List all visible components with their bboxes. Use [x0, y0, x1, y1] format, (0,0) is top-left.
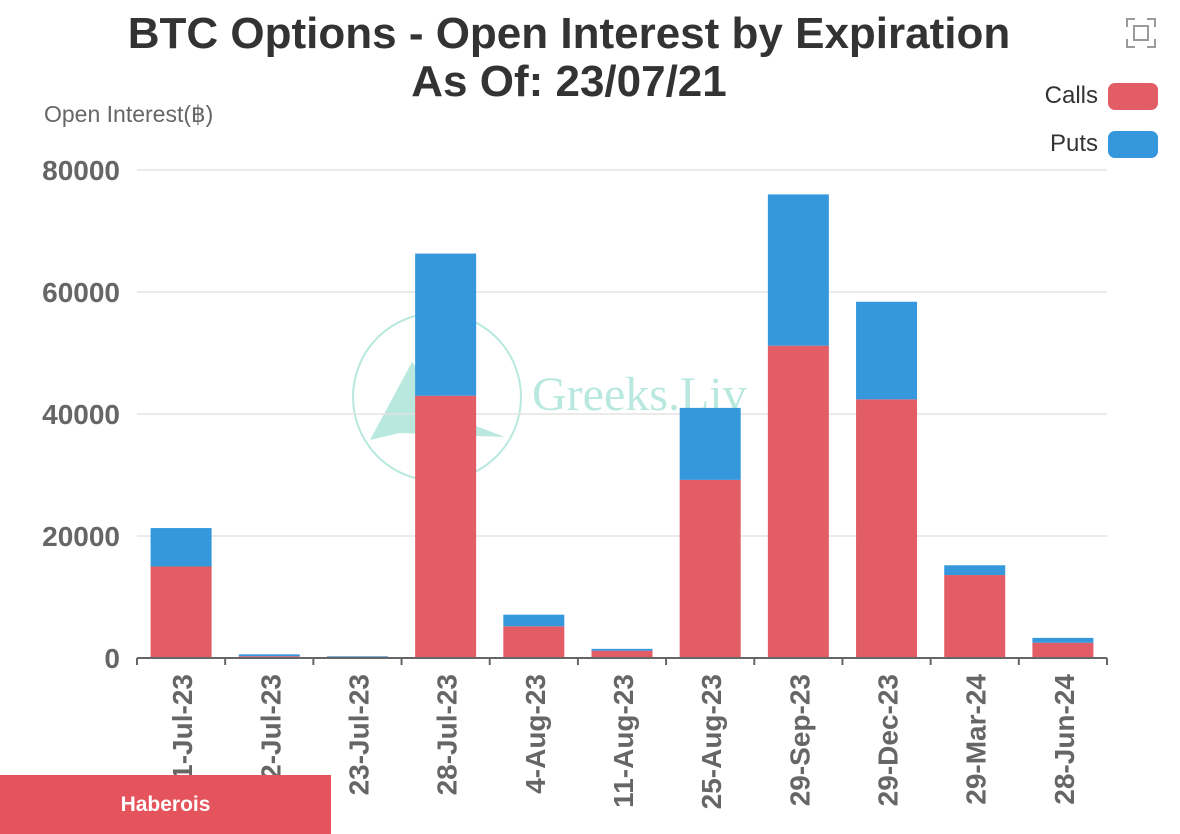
bar-calls-28-jul-23[interactable]: [415, 395, 477, 658]
bar-puts-28-jun-24[interactable]: [1032, 637, 1094, 643]
y-tick-label: 20000: [42, 521, 120, 552]
bar-puts-29-mar-24[interactable]: [944, 565, 1006, 576]
bar-calls-29-sep-23[interactable]: [767, 345, 829, 658]
bar-calls-29-mar-24[interactable]: [944, 575, 1006, 658]
chart-subtitle: As Of: 23/07/21: [411, 57, 727, 106]
fullscreen-icon[interactable]: [1124, 16, 1158, 50]
legend-label-puts: Puts: [1049, 130, 1098, 157]
legend-item-puts[interactable]: Puts: [1050, 130, 1158, 158]
x-tick-label: 25-Aug-23: [696, 674, 727, 809]
bar-calls-11-aug-23[interactable]: [591, 650, 653, 658]
bar-calls-4-aug-23[interactable]: [503, 626, 565, 658]
x-tick-label: 29-Dec-23: [873, 674, 904, 806]
x-tick-label: 29-Sep-23: [784, 674, 815, 806]
y-tick-label: 80000: [42, 155, 120, 186]
bar-puts-29-sep-23[interactable]: [767, 194, 829, 346]
legend-swatch-puts: [1108, 130, 1158, 158]
legend-swatch-calls: [1108, 82, 1158, 110]
chart-title-main: BTC Options - Open Interest by Expiratio…: [127, 9, 1011, 58]
y-tick-label: 0: [104, 643, 120, 674]
x-tick-label: 28-Jun-24: [1049, 674, 1080, 805]
footer-tag-label: Haberois: [120, 792, 211, 816]
bar-puts-28-jul-23[interactable]: [415, 253, 477, 396]
x-tick-label: 28-Jul-23: [432, 674, 463, 795]
bar-puts-29-dec-23[interactable]: [856, 301, 918, 400]
bar-calls-21-jul-23[interactable]: [150, 566, 212, 659]
chart-title: BTC Options - Open Interest by Expiratio…: [0, 10, 1138, 106]
y-tick-label: 60000: [42, 277, 120, 308]
legend-label-calls: Calls: [1044, 82, 1098, 109]
footer-tag: Haberois: [0, 775, 331, 834]
bar-puts-21-jul-23[interactable]: [150, 528, 212, 567]
y-axis-label: Open Interest(฿): [44, 101, 214, 127]
bar-puts-25-aug-23[interactable]: [679, 407, 741, 480]
bar-puts-11-aug-23[interactable]: [591, 648, 653, 651]
x-tick-label: 29-Mar-24: [961, 674, 992, 805]
x-tick-label: 23-Jul-23: [343, 674, 374, 795]
bar-puts-23-jul-23[interactable]: [326, 656, 388, 657]
bar-calls-28-jun-24[interactable]: [1032, 642, 1094, 658]
bar-puts-4-aug-23[interactable]: [503, 614, 565, 627]
x-tick-label: 11-Aug-23: [608, 674, 639, 808]
y-tick-label: 40000: [42, 399, 120, 430]
legend-item-calls[interactable]: Calls: [1045, 82, 1158, 110]
bar-puts-22-jul-23[interactable]: [238, 654, 300, 657]
bar-calls-25-aug-23[interactable]: [679, 479, 741, 658]
bar-calls-29-dec-23[interactable]: [856, 399, 918, 658]
x-tick-label: 4-Aug-23: [520, 674, 551, 794]
